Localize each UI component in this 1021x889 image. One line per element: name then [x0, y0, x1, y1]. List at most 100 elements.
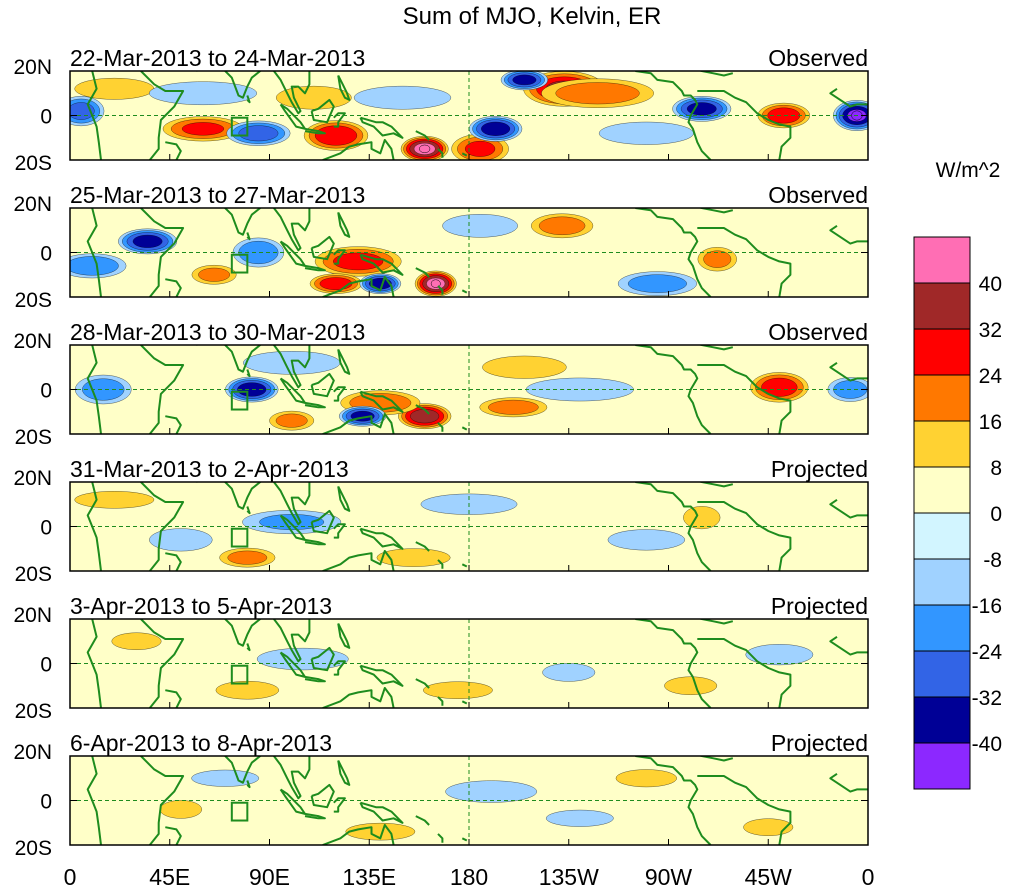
coastline [697, 638, 792, 708]
panel-status: Projected [771, 456, 868, 482]
anomaly-feature [148, 81, 258, 106]
anomaly-feature [191, 264, 237, 285]
colorbar-swatch [913, 282, 971, 330]
coastlines [86, 208, 868, 297]
panel-status: Projected [771, 730, 868, 756]
y-tick-label: 0 [40, 106, 52, 129]
contour-level [70, 256, 119, 276]
coastline [140, 71, 185, 160]
colorbar-swatch [913, 604, 971, 652]
coastline [273, 619, 311, 663]
x-tick-label: 135E [342, 864, 396, 889]
contour-level [423, 681, 493, 699]
coastline [437, 559, 444, 569]
contour-level [745, 644, 814, 666]
y-tick-label: 20N [13, 604, 52, 627]
contour-level [538, 216, 586, 236]
coastline [140, 208, 185, 297]
coastline [415, 404, 430, 415]
contour-level [148, 81, 258, 106]
y-tick-label: 20N [13, 467, 52, 490]
coastline [359, 253, 404, 276]
contour-level [256, 647, 349, 671]
anomaly-feature [226, 120, 291, 146]
coastline [359, 390, 404, 413]
coastline [322, 687, 395, 708]
coastline [165, 826, 182, 845]
contour-level [238, 240, 279, 265]
coastline [829, 635, 868, 656]
anomaly-feature [479, 397, 548, 418]
coastline [415, 815, 430, 826]
y-tick-label: 20S [15, 563, 52, 586]
reference-box [230, 664, 249, 685]
panel-date-range: 22-Mar-2013 to 24-Mar-2013 [70, 45, 365, 71]
anomaly-feature [542, 663, 596, 682]
coastline [337, 623, 351, 649]
colorbar-label: 40 [979, 273, 1002, 296]
coastline [165, 689, 182, 708]
anomaly-feature [242, 510, 342, 535]
contour-level [376, 548, 451, 567]
coastline [461, 837, 468, 842]
anomaly-feature [118, 228, 178, 255]
coastline [635, 619, 712, 708]
coastline [333, 249, 346, 265]
anomaly-feature [530, 213, 594, 239]
contour-level [314, 125, 358, 146]
contour-level [82, 378, 125, 401]
coastline [697, 501, 792, 571]
anomaly-feature [111, 632, 162, 651]
coastline [415, 678, 430, 689]
x-tick-label: 90E [249, 864, 290, 889]
contour-level [345, 822, 416, 841]
contour-level [598, 121, 694, 145]
coastline [697, 364, 792, 434]
coastline [359, 801, 404, 824]
y-tick-label: 0 [40, 654, 52, 677]
anomaly-feature [745, 644, 814, 666]
anomaly-feature [345, 822, 416, 841]
anomaly-feature [615, 769, 677, 788]
coastline [415, 130, 430, 141]
coastline [304, 675, 326, 683]
contour-level [683, 506, 721, 530]
coastline [310, 509, 335, 535]
coastline [223, 345, 262, 373]
coastline [140, 756, 185, 845]
contour-level [703, 250, 732, 268]
contour-level [512, 74, 537, 86]
anomaly-feature [74, 77, 155, 100]
panel-status: Observed [768, 319, 868, 345]
contour-level [227, 550, 268, 565]
reference-box [230, 801, 249, 822]
anomaly-feature [545, 809, 614, 827]
y-tick-label: 20N [13, 56, 52, 79]
anomaly-feature [482, 355, 567, 379]
colorbar-label: 8 [990, 457, 1002, 480]
coastline [246, 506, 251, 515]
coastline [322, 550, 395, 571]
colorbar-swatch [913, 742, 971, 790]
coastline [223, 208, 262, 236]
reference-box [230, 390, 249, 411]
colorbar-label: 24 [979, 365, 1003, 388]
coastlines [86, 482, 868, 571]
y-tick-label: 20S [15, 700, 52, 723]
y-tick-label: 20N [13, 193, 52, 216]
coastline [140, 345, 185, 434]
anomaly-feature [500, 71, 549, 91]
map-panel: 20N 0 20S 6-Apr-2013 to 8-Apr-2013 Projected [13, 730, 869, 860]
anomaly-feature [162, 116, 244, 142]
anomaly-feature [672, 95, 732, 122]
coastline [359, 116, 404, 139]
coastline [246, 95, 251, 104]
coastlines [86, 756, 868, 845]
coastline [310, 372, 335, 398]
anomaly-feature [314, 246, 402, 277]
colorbar-swatch [913, 236, 971, 284]
coastline [698, 208, 734, 214]
coastline [310, 98, 335, 124]
coastline [829, 361, 868, 382]
colorbar-swatch [913, 650, 971, 698]
